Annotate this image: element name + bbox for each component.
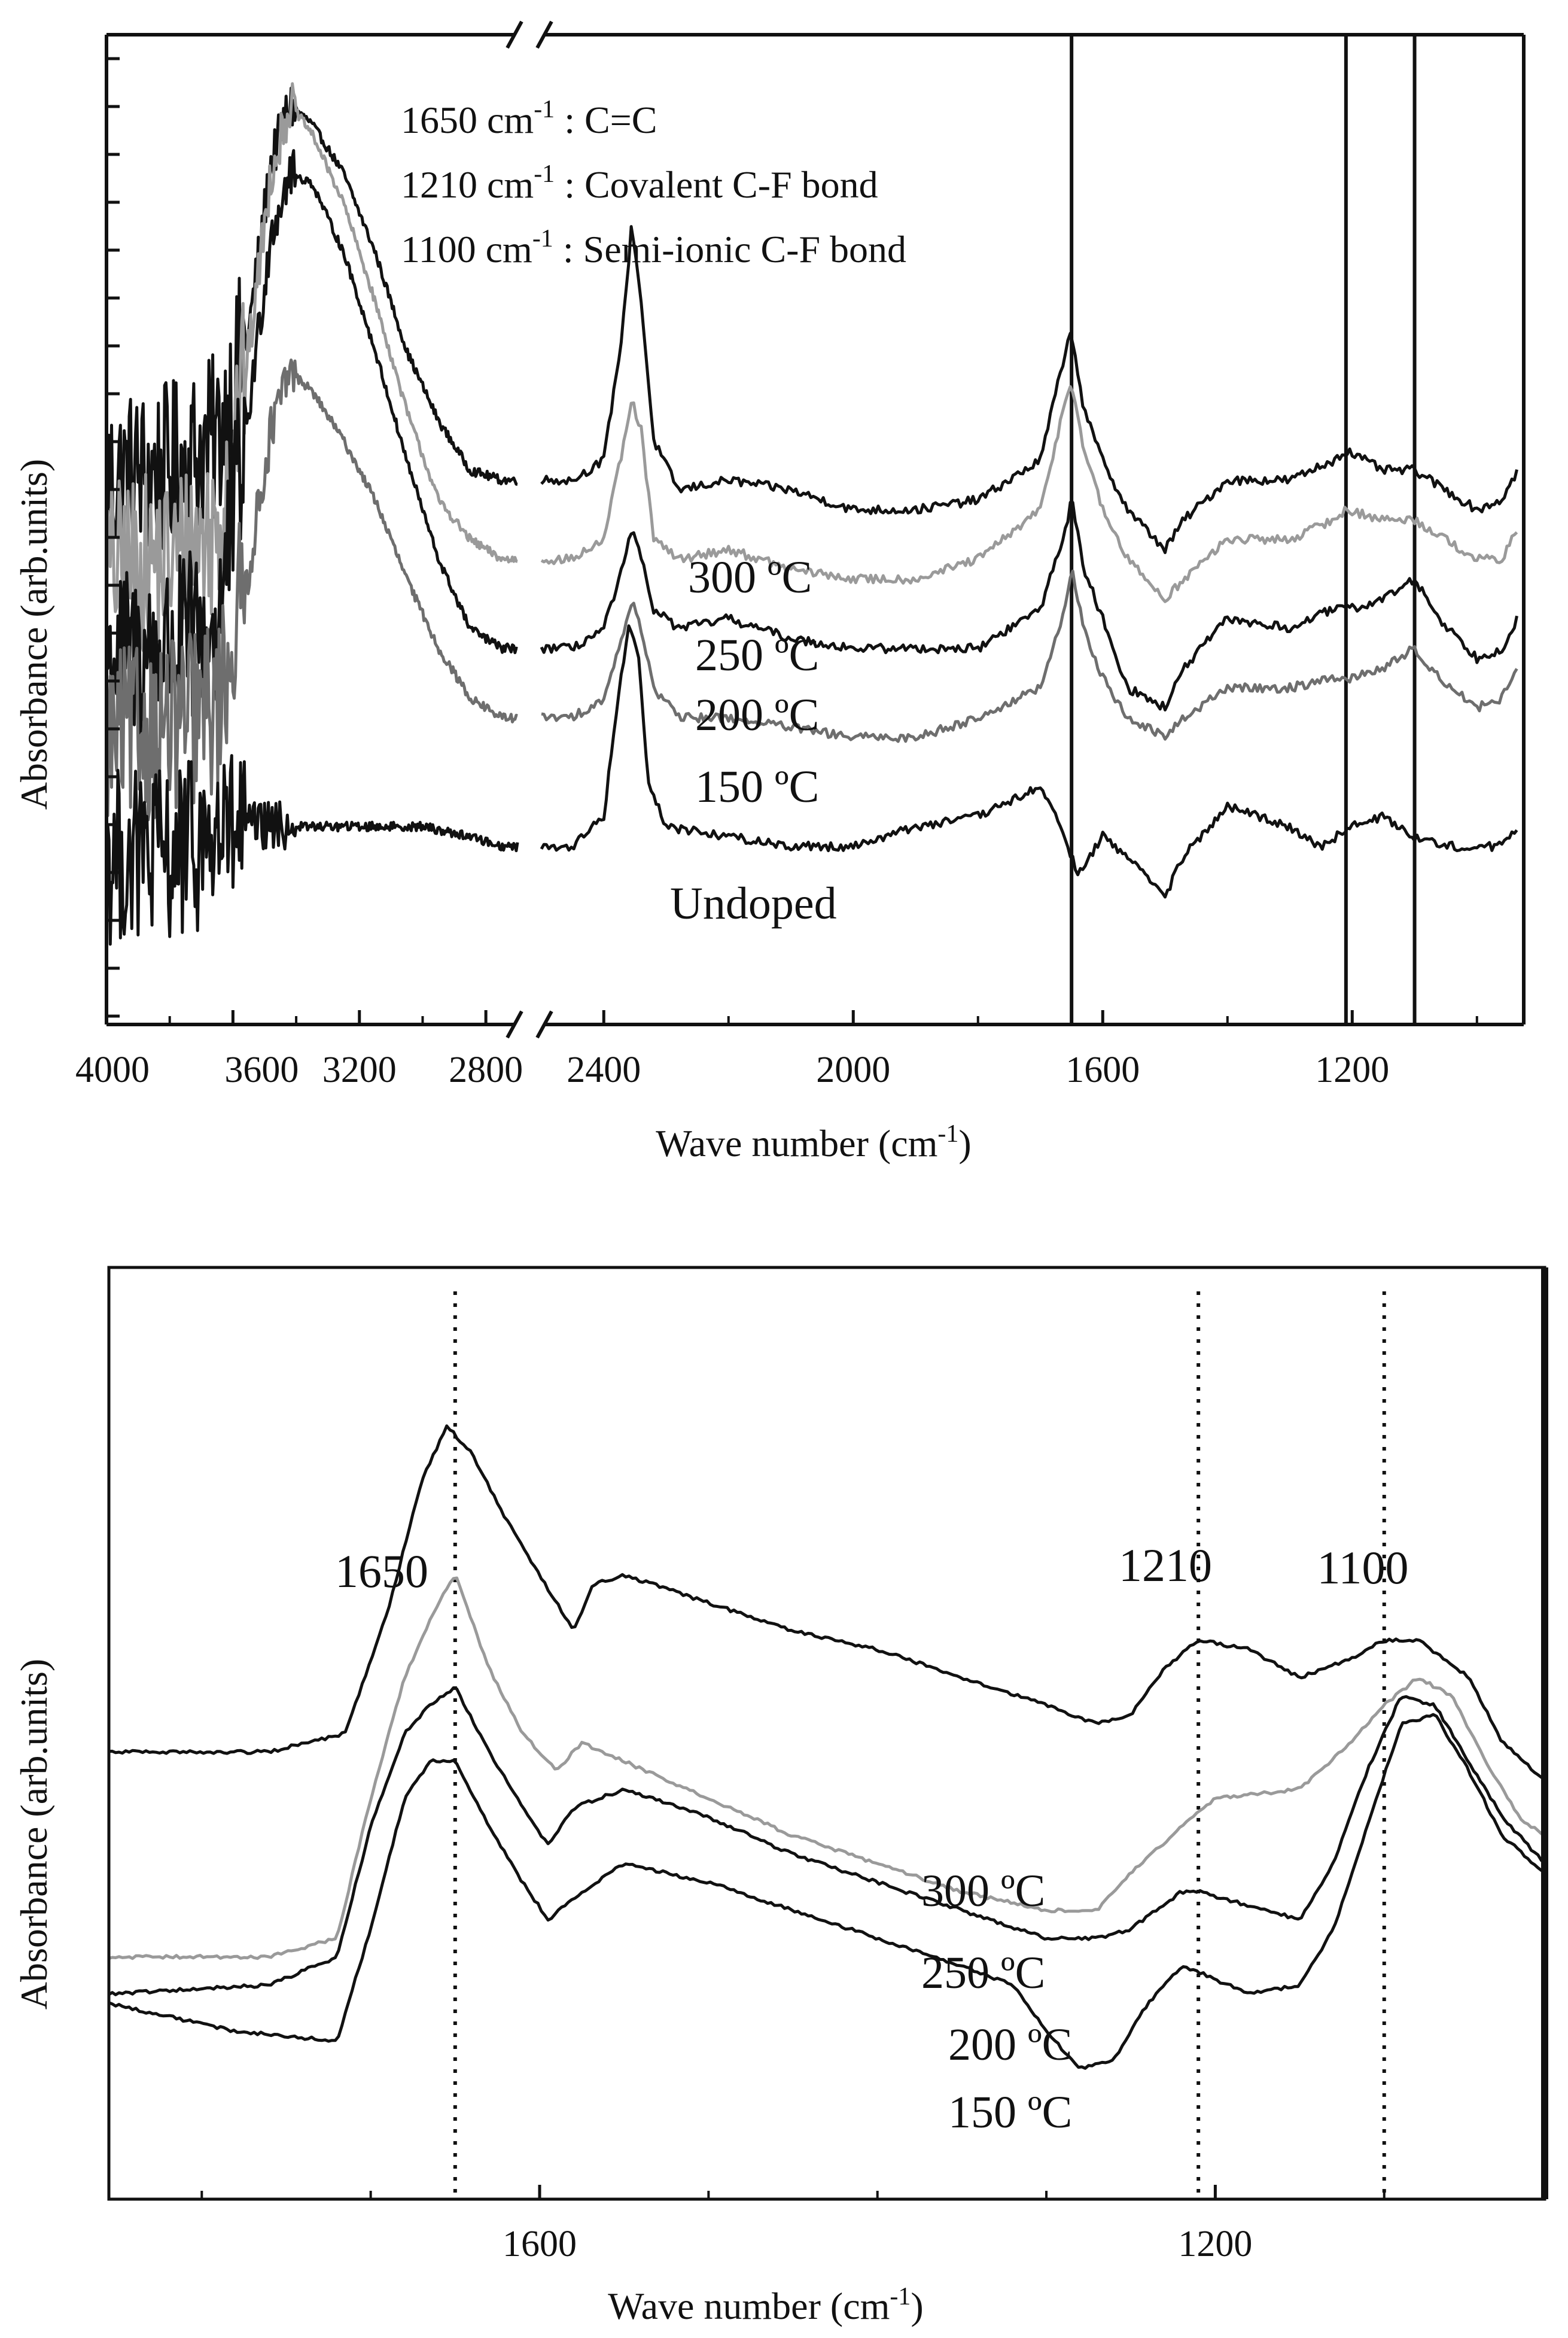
series-label-300: 300 ºC <box>688 552 812 603</box>
axis-break-bottom-b <box>535 1010 553 1039</box>
series-label-150: 150 ºC <box>695 762 819 812</box>
bottom-peak-labels: 1650 1210 1100 <box>335 1539 1409 1597</box>
peak-label-1650: 1650 <box>335 1545 428 1597</box>
series-line-top-3 <box>105 358 1518 822</box>
top-spectrum-panel: 4000 3600 3200 2800 2400 2000 1600 1200 1650 cm… <box>13 20 1526 1165</box>
peak-label-1210: 1210 <box>1119 1539 1212 1591</box>
bottom-series-group <box>108 1424 1546 2070</box>
top-x-tick-label-2000: 2000 <box>816 1050 890 1090</box>
axis-break-top-a <box>506 20 523 49</box>
axis-break-bottom-a <box>506 1010 523 1039</box>
axis-break-top-b <box>535 20 553 49</box>
series-line-top-1 <box>105 82 1518 652</box>
bottom-series-labels: 300 ºC 250 ºC 200 ºC 150 ºC <box>921 1866 1072 2138</box>
bottom-x-axis-title: Wave number (cm-1) <box>608 2283 923 2327</box>
series-line-bottom-0 <box>108 1424 1545 1780</box>
top-x-tick-label-2400: 2400 <box>567 1050 641 1090</box>
bottom-x-tick-label-1200: 1200 <box>1178 2224 1252 2264</box>
bottom-y-axis-title: Absorbance (arb.units) <box>13 1659 55 2009</box>
top-x-tick-label-1600: 1600 <box>1065 1050 1140 1090</box>
top-reference-lines <box>1070 35 1417 1024</box>
bottom-reference-lines <box>453 1291 1386 2199</box>
top-ticks: 4000 3600 3200 2800 2400 2000 1600 1200 <box>75 57 1478 1090</box>
note-1100: 1100 cm-1 : Semi-ionic C-F bond <box>401 225 906 270</box>
bottom-series-label-200: 200 ºC <box>948 2020 1072 2070</box>
bottom-x-tick-label-1600: 1600 <box>503 2224 577 2264</box>
series-label-250: 250 ºC <box>695 630 819 680</box>
bottom-spectrum-panel: 1600 1200 1650 1210 1100 300 ºC 250 ºC 20… <box>13 1266 1548 2327</box>
top-series-group <box>105 82 1518 946</box>
series-line-top-4 <box>105 624 1518 946</box>
top-x-tick-label-1200: 1200 <box>1315 1050 1389 1090</box>
top-plot-frame <box>105 20 1526 1039</box>
series-line-bottom-1 <box>108 1576 1545 1960</box>
top-x-tick-label-4000: 4000 <box>75 1050 150 1090</box>
bottom-series-label-300: 300 ºC <box>921 1866 1045 1916</box>
series-line-bottom-3 <box>108 1713 1546 2070</box>
top-x-tick-label-2800: 2800 <box>449 1050 523 1090</box>
peak-label-1100: 1100 <box>1317 1542 1408 1594</box>
note-1210: 1210 cm-1 : Covalent C-F bond <box>401 160 878 206</box>
series-line-top-0 <box>105 86 1518 558</box>
series-label-undoped: Undoped <box>670 878 837 929</box>
top-legend-notes: 1650 cm-1 : C=C 1210 cm-1 : Covalent C-F… <box>401 96 906 270</box>
bottom-series-label-150: 150 ºC <box>948 2087 1072 2138</box>
bottom-ticks: 1600 1200 <box>200 2185 1386 2264</box>
series-label-200: 200 ºC <box>695 690 819 740</box>
bottom-plot-frame <box>107 1266 1548 2201</box>
top-y-axis-title: Absorbance (arb.units) <box>13 459 55 810</box>
bottom-series-label-250: 250 ºC <box>921 1948 1045 1998</box>
top-x-tick-label-3200: 3200 <box>322 1050 397 1090</box>
series-line-bottom-2 <box>108 1686 1546 1996</box>
top-x-axis-title: Wave number (cm-1) <box>656 1120 971 1165</box>
note-1650: 1650 cm-1 : C=C <box>401 96 657 141</box>
top-series-labels: 300 ºC 250 ºC 200 ºC 150 ºC Undoped <box>670 552 837 929</box>
top-x-tick-label-3600: 3600 <box>224 1050 299 1090</box>
